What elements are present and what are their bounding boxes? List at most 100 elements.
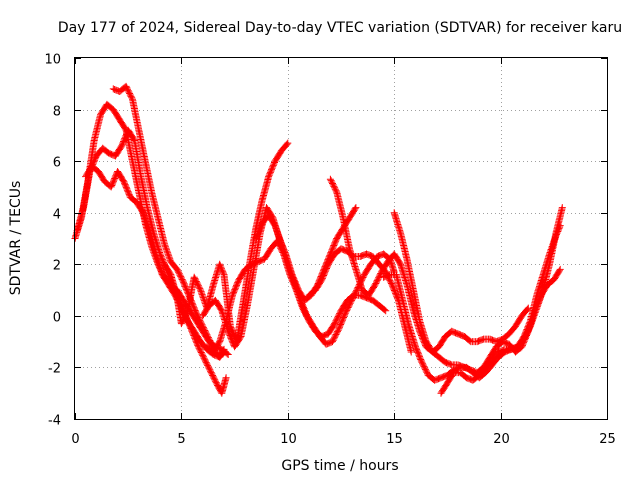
y-axis-label: SDTVAR / TECUs: [8, 181, 24, 296]
data-point: [180, 280, 188, 288]
data-point: [273, 226, 281, 234]
data-point: [145, 225, 153, 233]
data-point: [204, 361, 212, 369]
data-point: [521, 332, 529, 340]
data-point: [288, 271, 295, 279]
data-point: [334, 314, 341, 322]
data-point: [284, 262, 292, 270]
data-point: [271, 222, 279, 230]
data-point: [143, 219, 151, 227]
data-point: [524, 327, 532, 334]
data-point: [332, 331, 340, 338]
data-point: [334, 326, 342, 334]
data-point: [219, 268, 227, 276]
data-point: [291, 281, 299, 289]
data-point: [318, 276, 326, 284]
x-tick-label: 15: [386, 432, 403, 447]
data-point: [197, 349, 205, 356]
data-point: [161, 243, 169, 251]
data-point: [331, 318, 339, 326]
data-point: [341, 309, 349, 317]
data-point: [130, 135, 138, 143]
data-point: [175, 268, 183, 276]
data-point: [199, 324, 207, 332]
data-point: [535, 297, 543, 305]
data-point: [374, 275, 382, 283]
x-tick-label: 10: [280, 432, 297, 447]
data-point: [222, 374, 230, 382]
data-point: [329, 180, 336, 187]
data-point: [523, 305, 531, 313]
data-point: [352, 288, 360, 296]
series-track-4: [82, 162, 228, 361]
data-point: [326, 175, 334, 183]
data-point: [343, 305, 351, 313]
tick-layer: 0 5 10 15 20 25 -4 -2 0 2 4 6 8 10: [44, 53, 615, 448]
x-axis-label: GPS time / hours: [281, 458, 398, 474]
data-point: [348, 295, 356, 303]
data-point: [386, 277, 394, 285]
data-point: [289, 275, 297, 283]
data-point: [236, 334, 244, 342]
data-point: [419, 361, 427, 369]
data-point: [207, 369, 215, 377]
data-point: [269, 161, 277, 169]
data-point: [123, 84, 131, 92]
data-point: [196, 316, 204, 324]
data-point: [196, 285, 204, 293]
x-tick-label: 25: [599, 432, 616, 447]
data-point: [202, 357, 209, 365]
data-point: [194, 343, 202, 351]
data-point: [391, 288, 399, 296]
data-point: [520, 335, 528, 343]
data-point: [203, 360, 211, 368]
data-point: [256, 225, 264, 233]
y-tick-label: 2: [53, 259, 61, 274]
data-point: [208, 341, 216, 349]
data-point: [219, 349, 227, 357]
data-point: [183, 308, 191, 316]
data-point: [421, 365, 429, 373]
data-point: [294, 290, 302, 298]
series-track-11: [380, 222, 564, 384]
data-point: [301, 308, 309, 316]
data-point: [348, 296, 356, 304]
data-point: [276, 235, 284, 243]
data-point: [195, 344, 203, 352]
data-point: [141, 215, 149, 223]
data-point: [165, 252, 173, 260]
data-point: [351, 291, 358, 299]
data-point: [555, 267, 563, 275]
data-point: [346, 301, 353, 309]
data-point: [382, 307, 390, 315]
data-point: [387, 278, 395, 286]
data-point: [195, 315, 203, 323]
data-point: [201, 356, 209, 364]
x-tick-label: 0: [71, 432, 79, 447]
series-track-10: [326, 175, 532, 356]
data-point: [216, 260, 224, 268]
data-point: [286, 266, 294, 274]
data-point: [192, 276, 200, 284]
data-point: [526, 324, 534, 332]
y-tick-label: -2: [48, 362, 61, 377]
data-point: [204, 332, 212, 340]
data-point: [193, 279, 201, 287]
data-point: [194, 280, 202, 288]
data-point: [218, 265, 225, 273]
data-point: [193, 311, 201, 319]
data-point: [302, 309, 310, 317]
y-tick-label: 0: [53, 311, 61, 326]
data-point: [173, 265, 181, 273]
data-point: [140, 210, 148, 218]
data-point: [210, 374, 218, 382]
data-point: [331, 320, 339, 328]
data-point: [331, 185, 339, 193]
data-point: [220, 348, 228, 356]
y-tick-label: 8: [53, 105, 61, 120]
plot-frame: [74, 57, 608, 420]
data-point: [211, 376, 219, 384]
data-point: [224, 351, 232, 358]
data-point: [331, 184, 339, 192]
data-point: [423, 368, 431, 376]
